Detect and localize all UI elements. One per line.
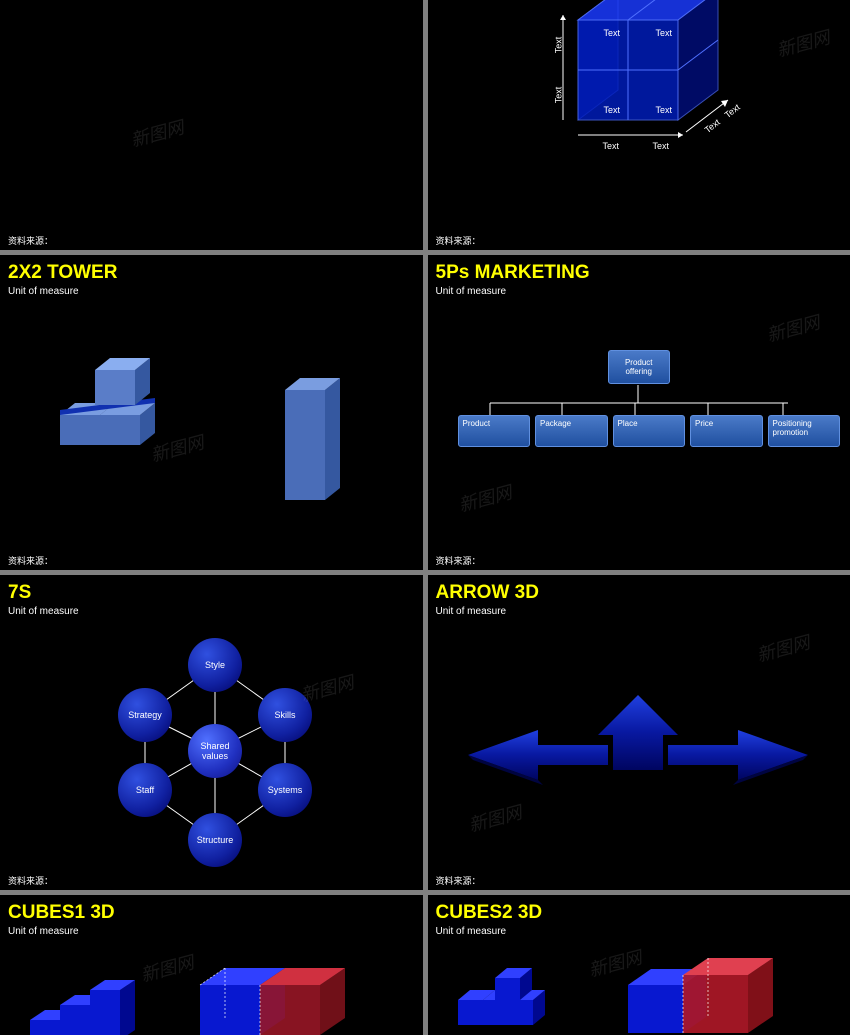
panel-title: ARROW 3D [428, 575, 850, 604]
cube-label: Text [656, 105, 673, 115]
sphere-node: Strategy [118, 688, 172, 742]
seven-s-diagram: Style Skills Systems Structure Staff Str… [90, 620, 340, 870]
org-child: Place [613, 415, 686, 447]
panel-arrow3d: ARROW 3D Unit of measure 新图网 新图网 资料来源： [428, 575, 850, 890]
panel-5ps: 5Ps MARKETING Unit of measure Product of… [428, 255, 850, 570]
panels-grid: 新图网 资料来源： [0, 0, 850, 1035]
cubes1-shapes [0, 940, 420, 1035]
watermark: 新图网 [774, 23, 833, 62]
panel-title: 2X2 TOWER [0, 255, 423, 284]
source-footer: 资料来源： [8, 874, 53, 887]
cube-label: Text [604, 28, 621, 38]
cube-label: Text [603, 141, 620, 151]
cube-label: Text [653, 141, 670, 151]
source-footer: 资料来源： [436, 234, 481, 247]
panel-cube3d: Text Text Text Text Text Text Text Text … [428, 0, 850, 250]
watermark: 新图网 [128, 113, 187, 152]
panel-cubes1: CUBES1 3D Unit of measure [0, 895, 423, 1035]
org-child: Price [690, 415, 763, 447]
org-children-row: Product Package Place Price Positioning … [458, 415, 841, 447]
cube-label: Text [656, 28, 673, 38]
sphere-node: Structure [188, 813, 242, 867]
org-child: Package [535, 415, 608, 447]
panel-subtitle: Unit of measure [428, 924, 850, 937]
sphere-node: Style [188, 638, 242, 692]
panel-subtitle: Unit of measure [428, 284, 850, 297]
org-child: Product [458, 415, 531, 447]
cube-label: Text [604, 105, 621, 115]
org-lines [428, 305, 848, 505]
source-footer: 资料来源： [436, 554, 481, 567]
org-root-node: Product offering [608, 350, 670, 384]
panel-7s: 7S Unit of measure St [0, 575, 423, 890]
panel-subtitle: Unit of measure [0, 604, 423, 617]
panel-subtitle: Unit of measure [0, 284, 423, 297]
cube-label: Text [553, 37, 563, 54]
cube3d-diagram: Text Text Text Text Text Text Text Text … [538, 0, 738, 160]
panel-title: 5Ps MARKETING [428, 255, 850, 284]
sphere-node: Skills [258, 688, 312, 742]
panel-title: CUBES2 3D [428, 895, 850, 924]
cubes2-shapes [428, 940, 848, 1035]
panel-title: 7S [0, 575, 423, 604]
tower-left [40, 315, 200, 475]
cube-label: Text [553, 87, 563, 104]
panel-subtitle: Unit of measure [0, 924, 423, 937]
panel-subtitle: Unit of measure [428, 604, 850, 617]
tower-right [275, 370, 375, 530]
sphere-center: Shared values [188, 724, 242, 778]
panel-cubes2: CUBES2 3D Unit of measure [428, 895, 850, 1035]
sphere-node: Staff [118, 763, 172, 817]
sphere-node: Systems [258, 763, 312, 817]
source-footer: 资料来源： [8, 554, 53, 567]
source-footer: 资料来源： [436, 874, 481, 887]
panel-tower: 2X2 TOWER Unit of measure 新图网 资料来源： [0, 255, 423, 570]
arrow3d-shape [458, 685, 818, 825]
org-child: Positioning promotion [768, 415, 841, 447]
source-footer: 资料来源： [8, 234, 53, 247]
panel-title: CUBES1 3D [0, 895, 423, 924]
panel-blank: 新图网 资料来源： [0, 0, 423, 250]
watermark: 新图网 [754, 628, 813, 667]
